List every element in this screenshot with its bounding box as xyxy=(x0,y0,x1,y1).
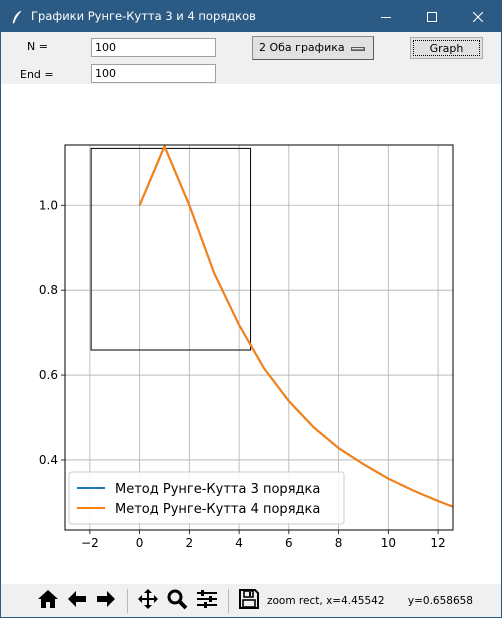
n-input[interactable] xyxy=(91,38,216,57)
y-tick-label: 0.6 xyxy=(39,368,58,382)
x-tick-label: 6 xyxy=(285,536,293,550)
close-icon xyxy=(472,7,484,26)
home-button[interactable] xyxy=(34,588,62,614)
mode-option-menu[interactable]: 2 Оба графика xyxy=(252,36,374,60)
status-x: x=4.45542 xyxy=(326,595,385,607)
window-title: Графики Рунге-Кутта 3 и 4 порядков xyxy=(31,9,256,23)
navigation-toolbar: zoom rect, x=4.45542 y=0.658658 xyxy=(1,584,501,617)
toolbar-separator xyxy=(228,589,229,613)
x-tick-label: 12 xyxy=(430,536,445,550)
option-indicator-icon xyxy=(351,47,365,51)
focus-ring xyxy=(413,40,480,56)
y-tick-label: 0.8 xyxy=(39,283,58,297)
zoom-icon xyxy=(166,588,188,614)
close-button[interactable] xyxy=(455,1,501,32)
legend-label-2: Метод Рунге-Кутта 4 порядка xyxy=(115,502,320,517)
graph-button-label: Graph xyxy=(429,41,464,55)
end-input[interactable] xyxy=(91,64,216,83)
status-mode: zoom rect xyxy=(267,595,320,607)
y-tick-label: 0.4 xyxy=(39,453,58,467)
home-icon xyxy=(37,589,59,613)
chart[interactable]: −2 0 2 4 6 8 10 12 0.4 0.6 0.8 1.0 Метод Рунге-Кутт… xyxy=(1,84,501,584)
x-tick-label: 4 xyxy=(235,536,243,550)
back-arrow-icon xyxy=(67,590,87,612)
save-icon xyxy=(238,588,260,614)
title-bar[interactable]: Графики Рунге-Кутта 3 и 4 порядков xyxy=(1,1,501,32)
pan-icon xyxy=(137,588,159,614)
zoom-button[interactable] xyxy=(163,588,191,614)
maximize-button[interactable] xyxy=(409,1,455,32)
status-y: y=0.658658 xyxy=(407,595,473,607)
forward-arrow-icon xyxy=(96,590,116,612)
axes-frame xyxy=(64,144,454,531)
x-tick-label: 8 xyxy=(335,536,343,550)
configure-subplots-icon xyxy=(196,589,218,613)
series-line-2 xyxy=(138,145,453,508)
cursor-status: zoom rect, x=4.45542 y=0.658658 xyxy=(267,595,473,607)
maximize-icon xyxy=(427,7,437,26)
pan-button[interactable] xyxy=(134,588,162,614)
minimize-button[interactable] xyxy=(363,1,409,32)
x-tick-label: −2 xyxy=(81,536,99,550)
x-tick-label: 10 xyxy=(381,536,396,550)
forward-button[interactable] xyxy=(92,588,120,614)
n-label: N = xyxy=(27,40,48,53)
legend-label-1: Метод Рунге-Кутта 3 порядка xyxy=(115,482,320,497)
legend-box xyxy=(68,471,345,525)
end-label: End = xyxy=(20,68,54,81)
minimize-icon xyxy=(381,7,391,26)
y-tick-label: 1.0 xyxy=(39,198,58,212)
x-tick-label: 0 xyxy=(136,536,144,550)
graph-button[interactable]: Graph xyxy=(410,37,483,59)
controls-panel: N = End = 2 Оба графика Graph xyxy=(1,32,501,84)
back-button[interactable] xyxy=(63,588,91,614)
configure-subplots-button[interactable] xyxy=(193,588,221,614)
zoom-rectangle xyxy=(90,147,252,351)
plot-canvas[interactable]: −2 0 2 4 6 8 10 12 0.4 0.6 0.8 1.0 Метод Рунге-Кутт… xyxy=(1,84,501,584)
save-button[interactable] xyxy=(235,588,263,614)
toolbar-separator xyxy=(127,589,128,613)
x-tick-label: 2 xyxy=(186,536,194,550)
feather-icon xyxy=(11,9,23,24)
mode-selected-value: 2 Оба графика xyxy=(259,41,345,54)
